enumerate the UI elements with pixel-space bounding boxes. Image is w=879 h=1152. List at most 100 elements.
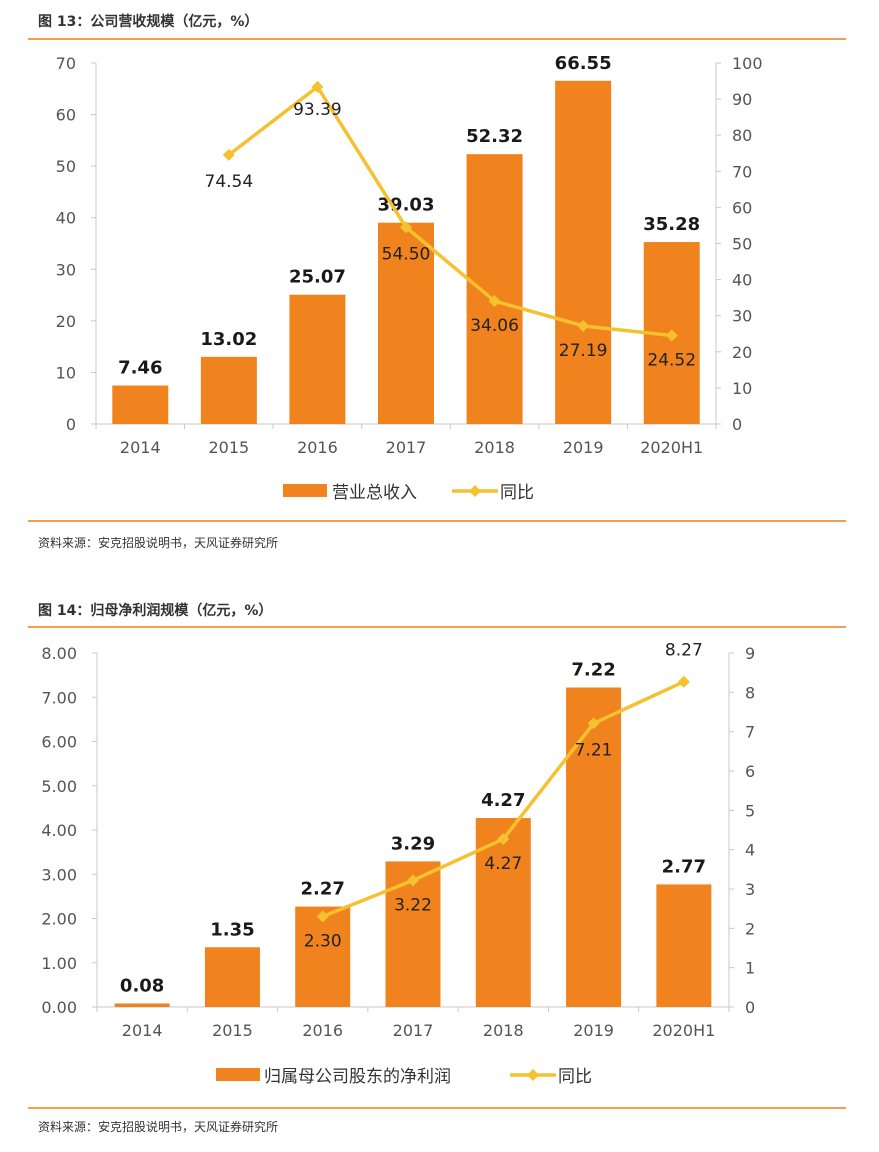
bar (204, 947, 260, 1007)
figure-13-chart: 0 10 20 30 40 50 60 70 0 10 20 30 40 50 60 70 80 90 100 201… (56, 53, 763, 503)
line-point-marker (311, 80, 324, 93)
left-axis-tick-label: 0 (66, 415, 76, 434)
left-axis-tick-label: 8.00 (41, 644, 77, 663)
line-point-marker (587, 717, 600, 730)
bar (475, 818, 531, 1007)
legend-bar-swatch (283, 484, 327, 497)
line-data-label: 4.27 (484, 854, 522, 874)
bar-data-label: 35.28 (643, 214, 700, 235)
bar-data-label: 7.46 (118, 358, 162, 379)
figure-13-title: 图 13：公司营收规模（亿元，%） (38, 14, 259, 30)
line-series-path (227, 85, 672, 338)
line-data-label: 3.22 (394, 895, 432, 915)
figure-13-source: 资料来源：安克招股说明书，天风证券研究所 (38, 536, 279, 550)
line-point-marker (677, 675, 690, 688)
left-axis-tick-label: 2.00 (41, 910, 77, 929)
x-axis-tick-label: 2014 (122, 1021, 163, 1040)
figure-13-top-rule (28, 38, 846, 40)
bar-data-label: 52.32 (466, 126, 523, 147)
bar (656, 884, 712, 1007)
left-axis-tick-label: 40 (56, 209, 76, 228)
legend-bar-label: 归属母公司股东的净利润 (264, 1067, 451, 1087)
line-point-marker (316, 910, 329, 923)
x-axis-tick-label: 2016 (297, 438, 338, 457)
line-point-marker (488, 295, 501, 308)
left-axis-tick-label: 30 (56, 260, 76, 279)
bar-data-label: 7.22 (571, 660, 615, 681)
bar (378, 222, 434, 424)
bar-data-label: 2.77 (662, 856, 706, 877)
x-axis-tick-label: 2015 (212, 1021, 253, 1040)
line-data-label: 34.06 (470, 316, 519, 336)
x-axis-tick-label: 2017 (386, 438, 427, 457)
bar-data-label: 66.55 (555, 53, 612, 74)
bar-data-label: 4.27 (481, 790, 525, 811)
line-point-marker (400, 221, 412, 234)
left-axis-tick-label: 0.00 (41, 998, 77, 1017)
right-axis-tick-label: 50 (732, 235, 752, 254)
left-axis-tick-label: 1.00 (41, 954, 77, 973)
line-point-marker (407, 874, 419, 887)
line-point-marker (497, 833, 510, 846)
right-axis-tick-label: 0 (732, 415, 742, 434)
right-axis-tick-label: 90 (732, 90, 752, 109)
line-data-label: 24.52 (647, 350, 696, 370)
right-axis-tick-label: 0 (745, 998, 755, 1017)
right-axis-tick-label: 8 (745, 683, 755, 702)
bar-data-label: 0.08 (120, 975, 164, 996)
bar-data-label: 3.29 (391, 833, 435, 854)
bar-data-label: 13.02 (200, 329, 257, 350)
bar (289, 294, 346, 424)
bar (295, 906, 351, 1007)
right-axis-tick-label: 10 (732, 379, 752, 398)
line-point-marker (222, 148, 235, 161)
x-axis-tick-label: 2018 (474, 438, 515, 457)
x-axis-tick-label: 2015 (208, 438, 249, 457)
bar (114, 1003, 170, 1007)
right-axis-tick-label: 40 (732, 271, 752, 290)
left-axis-tick-label: 60 (56, 106, 76, 125)
legend-line-label: 同比 (500, 483, 534, 503)
left-axis-tick-label: 50 (56, 157, 76, 176)
left-axis-tick-label: 7.00 (41, 688, 77, 707)
left-axis-tick-label: 5.00 (41, 777, 77, 796)
line-data-label: 93.39 (293, 100, 342, 120)
right-axis-tick-label: 80 (732, 126, 752, 145)
left-axis-tick-label: 3.00 (41, 865, 77, 884)
right-axis-tick-label: 1 (745, 959, 755, 978)
bar-data-label: 2.27 (301, 879, 345, 900)
left-axis-tick-label: 70 (56, 54, 76, 73)
right-axis-tick-label: 5 (745, 801, 755, 820)
right-axis-tick-label: 20 (732, 343, 752, 362)
legend-line-marker (527, 1069, 539, 1081)
line-point-marker (577, 319, 590, 332)
right-axis-tick-label: 100 (732, 54, 763, 73)
left-axis-tick-label: 6.00 (41, 733, 77, 752)
bar (555, 80, 612, 424)
legend-bar-label: 营业总收入 (332, 483, 417, 503)
left-axis-tick-label: 20 (56, 312, 76, 331)
legend-line-marker (469, 485, 481, 497)
legend-bar-swatch (216, 1068, 260, 1081)
right-axis-tick-label: 3 (745, 880, 755, 899)
figure-14-bottom-rule (28, 1107, 846, 1109)
line-point-marker (665, 329, 678, 342)
line-data-label: 8.27 (665, 641, 703, 661)
figure-14-source: 资料来源：安克招股说明书，天风证券研究所 (38, 1120, 279, 1134)
line-data-label: 2.30 (304, 932, 342, 952)
x-axis-tick-label: 2018 (483, 1021, 524, 1040)
legend-line-label: 同比 (558, 1067, 592, 1087)
line-data-label: 27.19 (559, 341, 608, 361)
bar (112, 385, 169, 424)
right-axis-tick-label: 9 (745, 644, 755, 663)
bar (200, 356, 257, 424)
left-axis-tick-label: 10 (56, 363, 76, 382)
right-axis-tick-label: 70 (732, 162, 752, 181)
x-axis-tick-label: 2020H1 (652, 1021, 715, 1040)
bar (566, 687, 622, 1007)
bar-data-label: 39.03 (378, 195, 435, 216)
x-axis-tick-label: 2014 (120, 438, 161, 457)
right-axis-tick-label: 6 (745, 762, 755, 781)
line-data-label: 54.50 (382, 244, 431, 264)
